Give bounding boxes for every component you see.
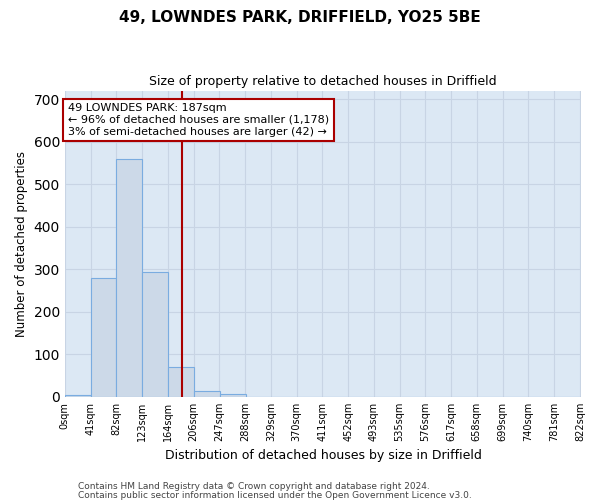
Bar — [194, 392, 220, 397]
Bar — [168, 367, 194, 397]
Text: 49, LOWNDES PARK, DRIFFIELD, YO25 5BE: 49, LOWNDES PARK, DRIFFIELD, YO25 5BE — [119, 10, 481, 25]
Text: Contains public sector information licensed under the Open Government Licence v3: Contains public sector information licen… — [78, 490, 472, 500]
Title: Size of property relative to detached houses in Driffield: Size of property relative to detached ho… — [149, 75, 497, 88]
Bar — [91, 278, 116, 397]
Bar — [220, 394, 245, 397]
Y-axis label: Number of detached properties: Number of detached properties — [15, 150, 28, 336]
Bar — [116, 158, 142, 397]
X-axis label: Distribution of detached houses by size in Driffield: Distribution of detached houses by size … — [164, 450, 481, 462]
Bar — [142, 272, 168, 397]
Text: 49 LOWNDES PARK: 187sqm
← 96% of detached houses are smaller (1,178)
3% of semi-: 49 LOWNDES PARK: 187sqm ← 96% of detache… — [68, 104, 329, 136]
Bar — [65, 395, 91, 397]
Text: Contains HM Land Registry data © Crown copyright and database right 2024.: Contains HM Land Registry data © Crown c… — [78, 482, 430, 491]
